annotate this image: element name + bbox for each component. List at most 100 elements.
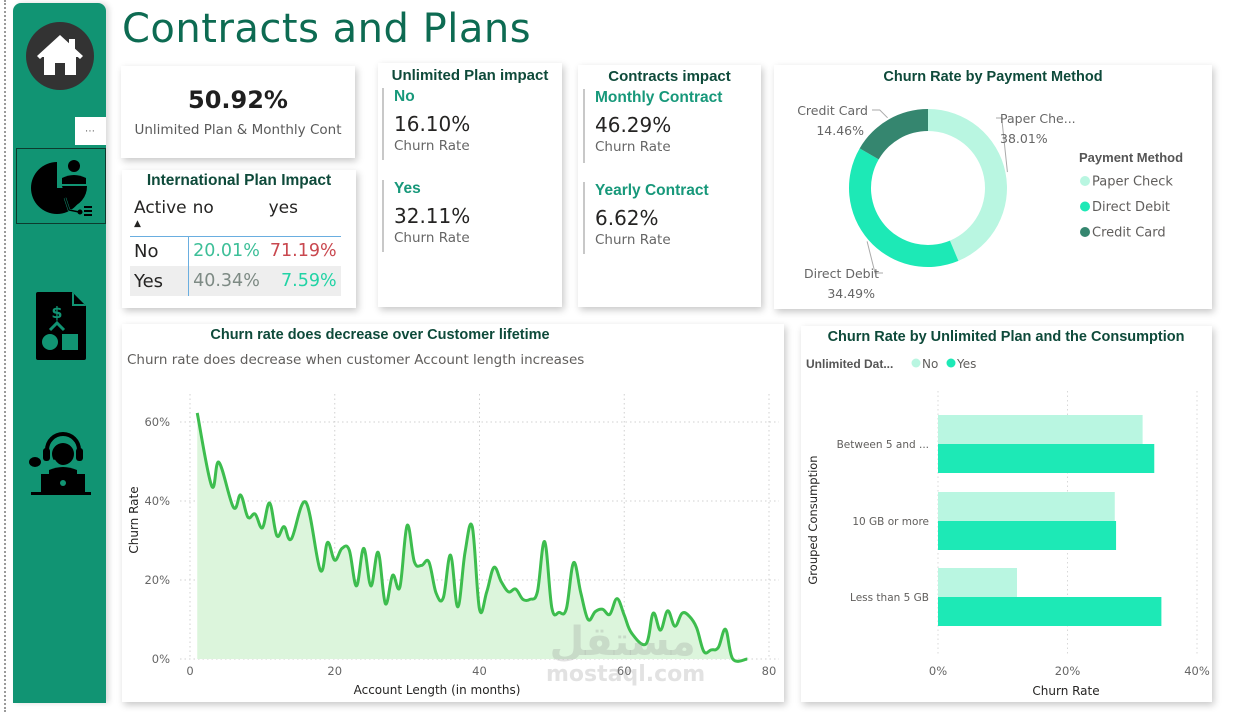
kpi-label: Unlimited Plan & Monthly Cont: [134, 122, 342, 138]
page-title: Contracts and Plans: [122, 6, 532, 52]
matrix-cell: 20.01%: [188, 236, 265, 266]
legend-dot: [1080, 227, 1090, 237]
matrix-row: Yes 40.34% 7.59%: [130, 266, 341, 296]
legend-label: Direct Debit: [1092, 200, 1170, 215]
multi-row-item: Yearly Contract 6.62% Churn Rate: [583, 182, 709, 254]
contracts-card: Contracts impact Monthly Contract 46.29%…: [578, 65, 761, 307]
matrix-col-header-no: no: [192, 198, 214, 218]
sort-ascending-icon[interactable]: ▲: [134, 219, 141, 229]
donut-legend-item[interactable]: Paper Check: [1080, 175, 1173, 190]
donut-leader-line: [872, 109, 888, 119]
contracts-title: Contracts impact: [608, 68, 731, 85]
support-agent-icon: [29, 432, 91, 495]
donut-legend-item[interactable]: Direct Debit: [1080, 200, 1170, 215]
category-label: Between 5 and ...: [837, 439, 929, 451]
item-label: No: [394, 88, 415, 105]
consumption-chart-card: Churn Rate by Unlimited Plan and the Con…: [801, 326, 1212, 702]
category-label: 10 GB or more: [852, 516, 929, 528]
matrix-table: Active ▲ no yes No 20.01% 71.19% Yes 40.…: [130, 198, 341, 296]
multi-row-item: Yes 32.11% Churn Rate: [382, 180, 470, 252]
item-sub: Churn Rate: [394, 230, 470, 246]
nav-billing-plans[interactable]: $: [16, 288, 106, 364]
area-chart-xlabel: Account Length (in months): [354, 683, 521, 697]
x-tick-label: 40: [472, 664, 487, 678]
matrix-cell: 40.34%: [188, 266, 265, 296]
x-tick-label: 0: [186, 664, 193, 678]
unlimited-plan-card: Unlimited Plan impact No 16.10% Churn Ra…: [378, 63, 562, 307]
legend-dot: [1080, 201, 1090, 212]
donut-data-label: Direct Debit: [804, 266, 879, 281]
international-plan-matrix: International Plan Impact Active ▲ no ye…: [122, 170, 356, 308]
bar-legend-title: Unlimited Dat...: [806, 357, 893, 371]
bar-chart-title: Churn Rate by Unlimited Plan and the Con…: [828, 329, 1185, 345]
item-value: 16.10%: [394, 112, 471, 136]
pie-chart-person-icon: [31, 160, 92, 216]
matrix-row-label: Yes: [134, 270, 164, 292]
donut-legend-title: Payment Method: [1079, 150, 1183, 165]
bar-no[interactable]: [938, 492, 1115, 521]
more-options-button[interactable]: ⋯: [75, 117, 106, 145]
donut-slice-paper-check[interactable]: [928, 109, 1007, 261]
bar-no[interactable]: [938, 415, 1143, 444]
nav-customer-analytics[interactable]: [16, 148, 106, 224]
x-tick-label: 40%: [1184, 664, 1210, 678]
legend-dot: [911, 358, 921, 368]
x-tick-label: 20: [327, 664, 342, 678]
donut-leader-line: [866, 241, 883, 274]
item-label: Yearly Contract: [595, 182, 709, 199]
donut-chart: Churn Rate by Payment Method Paper Che..…: [797, 69, 1183, 301]
bar-yes[interactable]: [938, 444, 1155, 473]
donut-data-label: Paper Che...: [1000, 111, 1076, 126]
bar-chart: Churn Rate by Unlimited Plan and the Con…: [806, 329, 1210, 698]
bar-yes[interactable]: [938, 597, 1162, 626]
donut-slice-direct-debit[interactable]: [849, 148, 959, 267]
donut-leader-line: [996, 117, 1008, 173]
donut-slice-credit-card[interactable]: [859, 109, 928, 160]
x-tick-label: 0%: [929, 664, 947, 678]
canvas-edge: [4, 0, 6, 712]
dollar-document-icon: $: [36, 292, 86, 360]
donut-data-value: 38.01%: [1000, 131, 1048, 146]
item-label: Monthly Contract: [595, 89, 723, 106]
legend-label: Paper Check: [1092, 175, 1173, 190]
area-chart-ylabel: Churn Rate: [127, 486, 141, 553]
legend-label: Yes: [956, 357, 976, 371]
legend-label: Credit Card: [1092, 226, 1166, 241]
category-label: Less than 5 GB: [850, 592, 929, 604]
donut-data-value: 14.46%: [816, 123, 864, 138]
unlimited-plan-title: Unlimited Plan impact: [391, 67, 549, 84]
item-sub: Churn Rate: [595, 232, 671, 248]
item-value: 32.11%: [394, 204, 471, 228]
bar-no[interactable]: [938, 568, 1017, 597]
item-value: 6.62%: [595, 206, 659, 230]
nav-customer-service[interactable]: [16, 425, 106, 501]
legend-label: No: [922, 357, 938, 371]
matrix-row-header[interactable]: Active ▲: [134, 198, 187, 229]
x-tick-label: 60: [617, 664, 632, 678]
matrix-col-header-yes: yes: [268, 198, 298, 218]
donut-title: Churn Rate by Payment Method: [883, 69, 1102, 85]
item-sub: Churn Rate: [394, 138, 470, 154]
y-tick-label: 0%: [152, 652, 170, 666]
multi-row-item: No 16.10% Churn Rate: [382, 88, 470, 160]
area-chart-subtitle: Churn rate does decrease when customer A…: [127, 352, 584, 368]
bar-legend-item-no[interactable]: No: [911, 357, 939, 371]
bar-legend-item-yes[interactable]: Yes: [946, 357, 977, 371]
churn-line: [195, 412, 748, 663]
bar-chart-xlabel: Churn Rate: [1032, 684, 1099, 698]
matrix-cell: 7.59%: [281, 271, 337, 291]
kpi-card-unlimited-monthly: 50.92% Unlimited Plan & Monthly Cont: [121, 66, 355, 158]
matrix-cell: 71.19%: [269, 241, 337, 262]
bar-yes[interactable]: [938, 521, 1117, 550]
matrix-row-label: No: [134, 240, 159, 262]
home-icon: [37, 35, 83, 75]
area-chart: Churn rate does decrease over Customer l…: [127, 327, 779, 697]
donut-data-label: Credit Card: [797, 103, 868, 118]
matrix-row: No 20.01% 71.19%: [130, 236, 341, 266]
matrix-title: International Plan Impact: [146, 172, 332, 189]
donut-legend-item[interactable]: Credit Card: [1080, 226, 1166, 241]
y-tick-label: 60%: [144, 415, 170, 429]
x-tick-label: 80: [762, 664, 777, 678]
legend-dot: [1080, 176, 1090, 186]
nav-home-button[interactable]: [26, 22, 94, 90]
